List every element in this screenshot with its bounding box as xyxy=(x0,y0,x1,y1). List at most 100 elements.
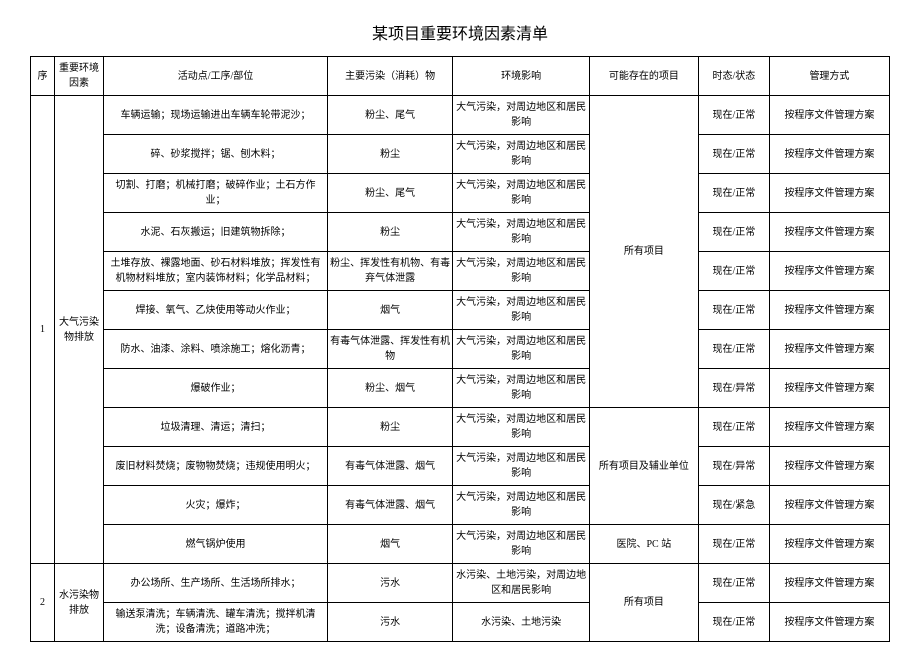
table-row: 输送泵清洗；车辆清洗、罐车清洗；搅拌机清洗；设备清洗；道路冲洗；污水水污染、土地… xyxy=(31,603,890,642)
cell-pollutant: 粉尘、烟气 xyxy=(327,369,453,408)
table-row: 2水污染物排放办公场所、生产场所、生活场所排水；污水水污染、土地污染，对周边地区… xyxy=(31,564,890,603)
table-row: 防水、油漆、涂料、喷涂施工；熔化沥青；有毒气体泄露、挥发性有机物大气污染，对周边… xyxy=(31,330,890,369)
cell-impact: 大气污染，对周边地区和居民影响 xyxy=(453,291,589,330)
cell-status: 现在/正常 xyxy=(698,564,769,603)
th-factor: 重要环境因素 xyxy=(55,57,104,96)
th-impact: 环境影响 xyxy=(453,57,589,96)
table-row: 碎、砂浆搅拌；锯、刨木料；粉尘大气污染，对周边地区和居民影响 现在/正常按程序文件… xyxy=(31,135,890,174)
cell-manage: 按程序文件管理方案 xyxy=(769,213,889,252)
cell-impact: 大气污染，对周边地区和居民影响 xyxy=(453,369,589,408)
table-row: 火灾；爆炸；有毒气体泄露、烟气大气污染，对周边地区和居民影响 现在/紧急按程序文件… xyxy=(31,486,890,525)
cell-manage: 按程序文件管理方案 xyxy=(769,408,889,447)
cell-manage: 按程序文件管理方案 xyxy=(769,135,889,174)
table-row: 土堆存放、裸露地面、砂石材料堆放；挥发性有机物材料堆放；室内装饰材料；化学品材料… xyxy=(31,252,890,291)
th-activity: 活动点/工序/部位 xyxy=(104,57,328,96)
cell-impact: 大气污染，对周边地区和居民影响 xyxy=(453,96,589,135)
cell-impact: 大气污染，对周边地区和居民影响 xyxy=(453,447,589,486)
cell-manage: 按程序文件管理方案 xyxy=(769,174,889,213)
cell-pollutant: 粉尘 xyxy=(327,135,453,174)
cell-impact: 大气污染，对周边地区和居民影响 xyxy=(453,252,589,291)
cell-status: 现在/异常 xyxy=(698,447,769,486)
cell-activity: 爆破作业； xyxy=(104,369,328,408)
cell-pollutant: 烟气 xyxy=(327,291,453,330)
cell-manage: 按程序文件管理方案 xyxy=(769,564,889,603)
cell-status: 现在/正常 xyxy=(698,291,769,330)
cell-pollutant: 粉尘、挥发性有机物、有毒弃气体泄露 xyxy=(327,252,453,291)
cell-status: 现在/正常 xyxy=(698,213,769,252)
cell-factor: 水污染物排放 xyxy=(55,564,104,642)
cell-pollutant: 有毒气体泄露、烟气 xyxy=(327,486,453,525)
table-row: 水泥、石灰搬运；旧建筑物拆除；粉尘大气污染，对周边地区和居民影响 现在/正常按程序… xyxy=(31,213,890,252)
cell-activity: 切割、打磨；机械打磨；破碎作业；土石方作业； xyxy=(104,174,328,213)
cell-activity: 输送泵清洗；车辆清洗、罐车清洗；搅拌机清洗；设备清洗；道路冲洗； xyxy=(104,603,328,642)
cell-manage: 按程序文件管理方案 xyxy=(769,369,889,408)
cell-manage: 按程序文件管理方案 xyxy=(769,603,889,642)
cell-pollutant: 粉尘 xyxy=(327,408,453,447)
cell-activity: 燃气锅炉使用 xyxy=(104,525,328,564)
cell-activity: 防水、油漆、涂料、喷涂施工；熔化沥青； xyxy=(104,330,328,369)
th-pollutant: 主要污染（消耗）物 xyxy=(327,57,453,96)
cell-status: 现在/正常 xyxy=(698,525,769,564)
cell-status: 现在/正常 xyxy=(698,603,769,642)
table-row: 切割、打磨；机械打磨；破碎作业；土石方作业；粉尘、尾气大气污染，对周边地区和居民… xyxy=(31,174,890,213)
cell-activity: 垃圾清理、清运；清扫； xyxy=(104,408,328,447)
cell-manage: 按程序文件管理方案 xyxy=(769,96,889,135)
cell-impact: 水污染、土地污染 xyxy=(453,603,589,642)
cell-project: 所有项目 xyxy=(589,96,698,408)
cell-activity: 土堆存放、裸露地面、砂石材料堆放；挥发性有机物材料堆放；室内装饰材料；化学品材料… xyxy=(104,252,328,291)
cell-activity: 焊接、氧气、乙炔使用等动火作业； xyxy=(104,291,328,330)
cell-pollutant: 烟气 xyxy=(327,525,453,564)
cell-manage: 按程序文件管理方案 xyxy=(769,330,889,369)
cell-pollutant: 有毒气体泄露、烟气 xyxy=(327,447,453,486)
cell-activity: 车辆运输；现场运输进出车辆车轮带泥沙； xyxy=(104,96,328,135)
cell-pollutant: 粉尘 xyxy=(327,213,453,252)
table-row: 爆破作业；粉尘、烟气大气污染，对周边地区和居民影响 现在/异常按程序文件管理方案 xyxy=(31,369,890,408)
cell-activity: 水泥、石灰搬运；旧建筑物拆除； xyxy=(104,213,328,252)
cell-pollutant: 污水 xyxy=(327,564,453,603)
table-row: 焊接、氧气、乙炔使用等动火作业；烟气大气污染，对周边地区和居民影响 现在/正常按程… xyxy=(31,291,890,330)
cell-manage: 按程序文件管理方案 xyxy=(769,486,889,525)
cell-impact: 大气污染，对周边地区和居民影响 xyxy=(453,174,589,213)
cell-pollutant: 粉尘、尾气 xyxy=(327,96,453,135)
cell-activity: 废旧材料焚烧；废物物焚烧；违规使用明火； xyxy=(104,447,328,486)
cell-pollutant: 有毒气体泄露、挥发性有机物 xyxy=(327,330,453,369)
cell-impact: 大气污染，对周边地区和居民影响 xyxy=(453,525,589,564)
cell-status: 现在/正常 xyxy=(698,174,769,213)
table-row: 废旧材料焚烧；废物物焚烧；违规使用明火；有毒气体泄露、烟气大气污染，对周边地区和… xyxy=(31,447,890,486)
cell-impact: 大气污染，对周边地区和居民影响 xyxy=(453,135,589,174)
cell-factor: 大气污染物排放 xyxy=(55,96,104,564)
cell-status: 现在/正常 xyxy=(698,135,769,174)
cell-status: 现在/正常 xyxy=(698,408,769,447)
cell-pollutant: 粉尘、尾气 xyxy=(327,174,453,213)
th-seq: 序 xyxy=(31,57,55,96)
cell-project: 医院、PC 站 xyxy=(589,525,698,564)
cell-impact: 水污染、土地污染，对周边地区和居民影响 xyxy=(453,564,589,603)
cell-status: 现在/紧急 xyxy=(698,486,769,525)
page-title: 某项目重要环境因素清单 xyxy=(30,20,890,44)
th-project: 可能存在的项目 xyxy=(589,57,698,96)
cell-manage: 按程序文件管理方案 xyxy=(769,291,889,330)
cell-status: 现在/正常 xyxy=(698,96,769,135)
cell-status: 现在/正常 xyxy=(698,252,769,291)
th-manage: 管理方式 xyxy=(769,57,889,96)
cell-impact: 大气污染，对周边地区和居民影响 xyxy=(453,408,589,447)
cell-impact: 大气污染，对周边地区和居民影响 xyxy=(453,213,589,252)
cell-activity: 火灾；爆炸； xyxy=(104,486,328,525)
cell-impact: 大气污染，对周边地区和居民影响 xyxy=(453,486,589,525)
cell-status: 现在/异常 xyxy=(698,369,769,408)
cell-manage: 按程序文件管理方案 xyxy=(769,447,889,486)
cell-activity: 碎、砂浆搅拌；锯、刨木料； xyxy=(104,135,328,174)
cell-activity: 办公场所、生产场所、生活场所排水； xyxy=(104,564,328,603)
cell-manage: 按程序文件管理方案 xyxy=(769,252,889,291)
cell-status: 现在/正常 xyxy=(698,330,769,369)
cell-seq: 2 xyxy=(31,564,55,642)
table-row: 垃圾清理、清运；清扫；粉尘大气污染，对周边地区和居民影响所有项目及辅业单位现在/… xyxy=(31,408,890,447)
cell-impact: 大气污染，对周边地区和居民影响 xyxy=(453,330,589,369)
env-factors-table: 序 重要环境因素 活动点/工序/部位 主要污染（消耗）物 环境影响 可能存在的项… xyxy=(30,56,890,642)
cell-pollutant: 污水 xyxy=(327,603,453,642)
table-header-row: 序 重要环境因素 活动点/工序/部位 主要污染（消耗）物 环境影响 可能存在的项… xyxy=(31,57,890,96)
cell-manage: 按程序文件管理方案 xyxy=(769,525,889,564)
cell-seq: 1 xyxy=(31,96,55,564)
th-status: 时态/状态 xyxy=(698,57,769,96)
cell-project: 所有项目及辅业单位 xyxy=(589,408,698,525)
